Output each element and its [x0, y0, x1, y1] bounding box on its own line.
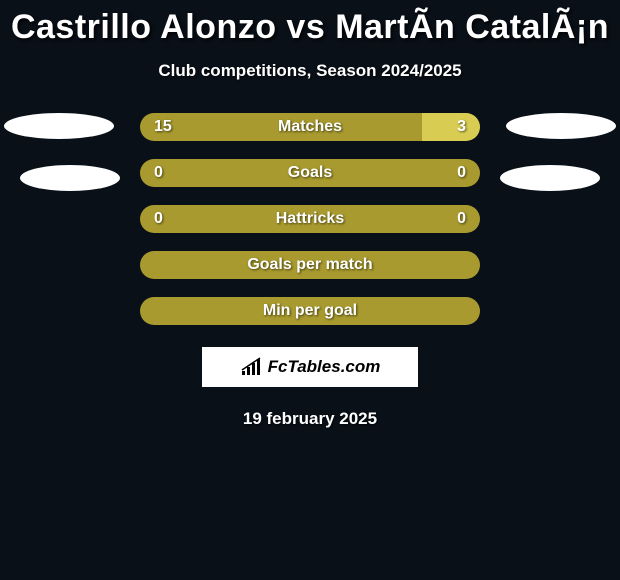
- bar-value-left: 0: [154, 210, 163, 228]
- bar-value-right: 0: [457, 164, 466, 182]
- bar-label: Goals: [288, 164, 332, 182]
- player-left-shape-1: [4, 113, 114, 139]
- stat-bar: 0 Goals 0: [140, 159, 480, 187]
- stat-bar: Goals per match: [140, 251, 480, 279]
- chart-icon: [240, 357, 264, 377]
- bar-label: Hattricks: [276, 210, 344, 228]
- page-title: Castrillo Alonzo vs MartÃ­n CatalÃ¡n: [0, 8, 620, 47]
- player-right-shape-2: [500, 165, 600, 191]
- bar-label: Matches: [278, 118, 342, 136]
- stat-bar: 0 Hattricks 0: [140, 205, 480, 233]
- stat-bars: 15 Matches 3 0 Goals 0 0 Hattricks 0 Goals per ma…: [140, 113, 480, 325]
- player-left-shape-2: [20, 165, 120, 191]
- bar-label: Goals per match: [247, 256, 372, 274]
- bar-value-left: 15: [154, 118, 172, 136]
- bar-value-right: 3: [457, 118, 466, 136]
- stat-bar: Min per goal: [140, 297, 480, 325]
- bar-label: Min per goal: [263, 302, 357, 320]
- logo-box[interactable]: FcTables.com: [202, 347, 418, 387]
- logo-text: FcTables.com: [268, 357, 381, 377]
- player-right-shape-1: [506, 113, 616, 139]
- date-text: 19 february 2025: [0, 409, 620, 429]
- stats-area: 15 Matches 3 0 Goals 0 0 Hattricks 0 Goals per ma…: [0, 113, 620, 325]
- comparison-widget: Castrillo Alonzo vs MartÃ­n CatalÃ¡n Clu…: [0, 0, 620, 429]
- bar-value-right: 0: [457, 210, 466, 228]
- subtitle: Club competitions, Season 2024/2025: [0, 61, 620, 81]
- stat-bar: 15 Matches 3: [140, 113, 480, 141]
- bar-value-left: 0: [154, 164, 163, 182]
- bar-fill-right: [422, 113, 480, 141]
